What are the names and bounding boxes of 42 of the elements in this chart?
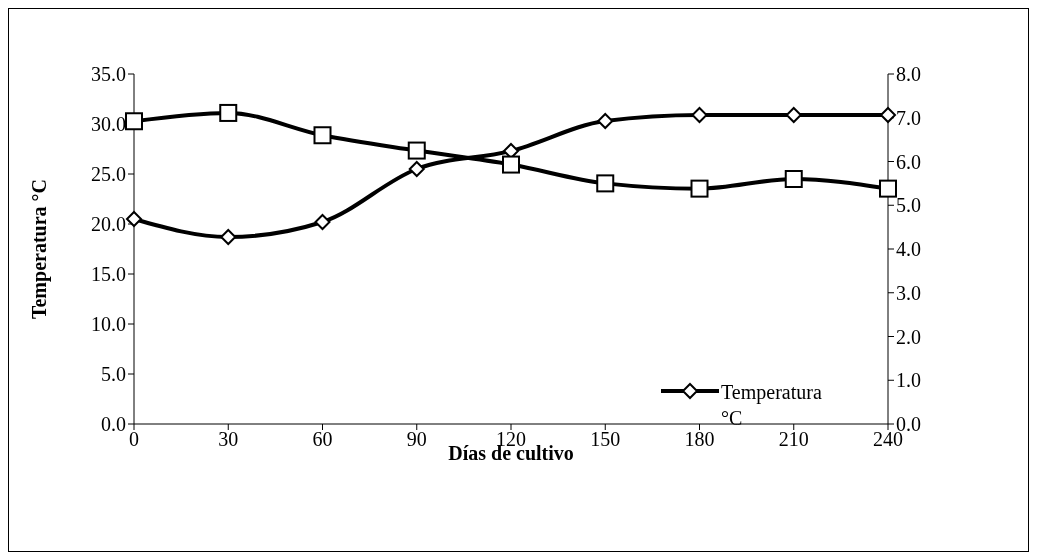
x-tick-label: 150: [590, 428, 621, 451]
point: [313, 126, 332, 145]
y-tick-label: 25.0: [91, 163, 126, 186]
point: [126, 211, 142, 227]
point: [880, 107, 896, 123]
y2-tick-label: 7.0: [896, 106, 921, 129]
y-tick-label: 10.0: [91, 313, 126, 336]
y-tick-label: 15.0: [91, 263, 126, 286]
point: [502, 155, 520, 174]
x-tick-label: 90: [406, 428, 427, 451]
y2-tick-label: 3.0: [896, 281, 921, 304]
y2-tick-label: 5.0: [896, 194, 921, 217]
point: [408, 161, 425, 177]
y2-tick-label: 8.0: [896, 63, 921, 86]
point: [220, 229, 237, 245]
y2-tick-label: 4.0: [896, 238, 921, 261]
point: [879, 179, 897, 198]
y2-tick-label: 1.0: [896, 369, 921, 392]
x-tick-label: 60: [312, 428, 333, 451]
point: [784, 170, 803, 188]
point: [314, 214, 331, 230]
point: [407, 141, 426, 160]
point: [596, 174, 615, 193]
point: [691, 107, 708, 123]
x-tick-label: 210: [778, 428, 809, 451]
y2-tick-label: 6.0: [896, 150, 921, 173]
y-tick-label: 0.0: [101, 413, 126, 436]
point: [597, 113, 614, 129]
y-tick-label: 5.0: [101, 363, 126, 386]
legend-label: Temperatura °C: [721, 381, 822, 429]
x-tick-label: 180: [684, 428, 715, 451]
y-tick-label: 20.0: [91, 213, 126, 236]
y-axis-title: Temperatura °C: [28, 178, 52, 320]
y-tick-label: 30.0: [91, 113, 126, 136]
point: [690, 179, 709, 198]
y-tick-label: 35.0: [91, 63, 126, 86]
x-tick-label: 0: [129, 428, 139, 451]
point: [785, 107, 802, 123]
point: [219, 103, 238, 122]
y2-tick-label: 2.0: [896, 325, 921, 348]
point: [125, 112, 143, 131]
x-tick-label: 30: [218, 428, 239, 451]
